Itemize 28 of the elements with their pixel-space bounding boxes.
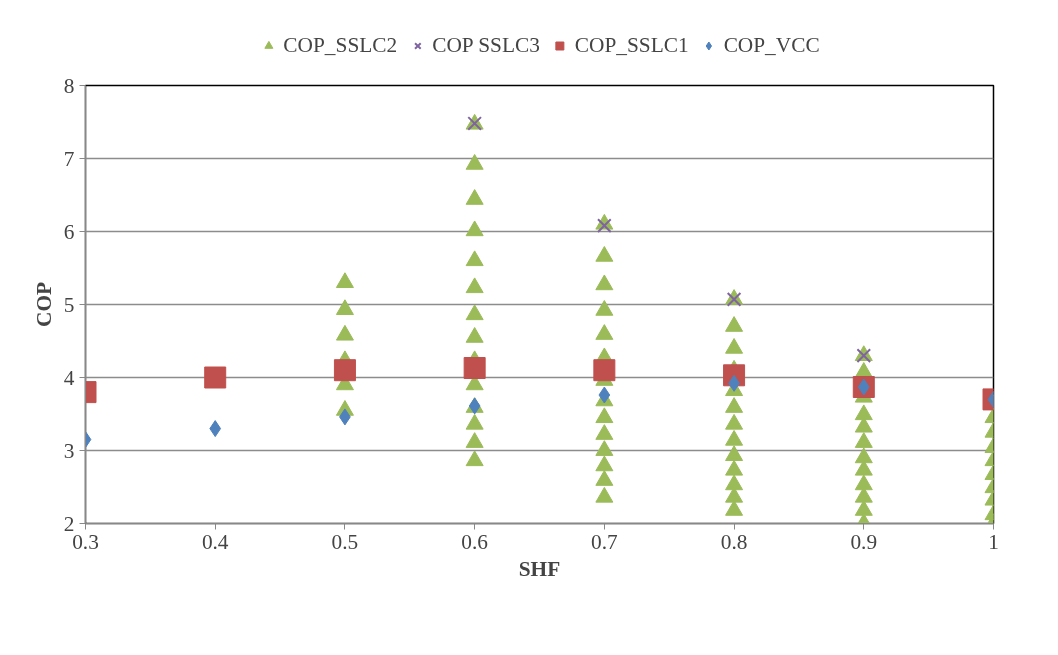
point	[204, 366, 227, 389]
legend-label: COP_SSLC1	[574, 32, 689, 58]
point	[463, 357, 486, 380]
y-tick-label: 8	[63, 73, 75, 98]
y-tick-label: 5	[63, 292, 75, 317]
x-tick-label: 0.8	[720, 529, 748, 554]
legend-label: COP SSLC3	[432, 32, 540, 58]
point	[209, 420, 222, 438]
x-tick-label: 0.7	[591, 529, 619, 554]
point	[596, 218, 612, 234]
y-tick-label: 6	[63, 219, 75, 244]
y-tick-label: 4	[63, 365, 75, 390]
point	[333, 359, 356, 382]
y-tick-label: 7	[63, 146, 75, 171]
x-tick-label: 0.9	[850, 529, 878, 554]
x-tick-label: 0.5	[331, 529, 359, 554]
x-axis-title: SHF	[518, 556, 561, 581]
legend-label: COP_SSLC2	[283, 32, 398, 58]
point	[593, 359, 616, 382]
y-tick-label: 2	[63, 511, 75, 536]
x-tick-label: 0.3	[72, 529, 99, 554]
x-tick-label: 0.4	[201, 529, 229, 554]
y-tick-label: 3	[63, 438, 75, 463]
y-axis-title: COP	[31, 281, 56, 328]
x-tick-label: 1	[988, 529, 999, 554]
legend-label: COP_VCC	[723, 32, 820, 58]
point	[598, 386, 611, 404]
x-tick-label: 0.6	[461, 529, 489, 554]
